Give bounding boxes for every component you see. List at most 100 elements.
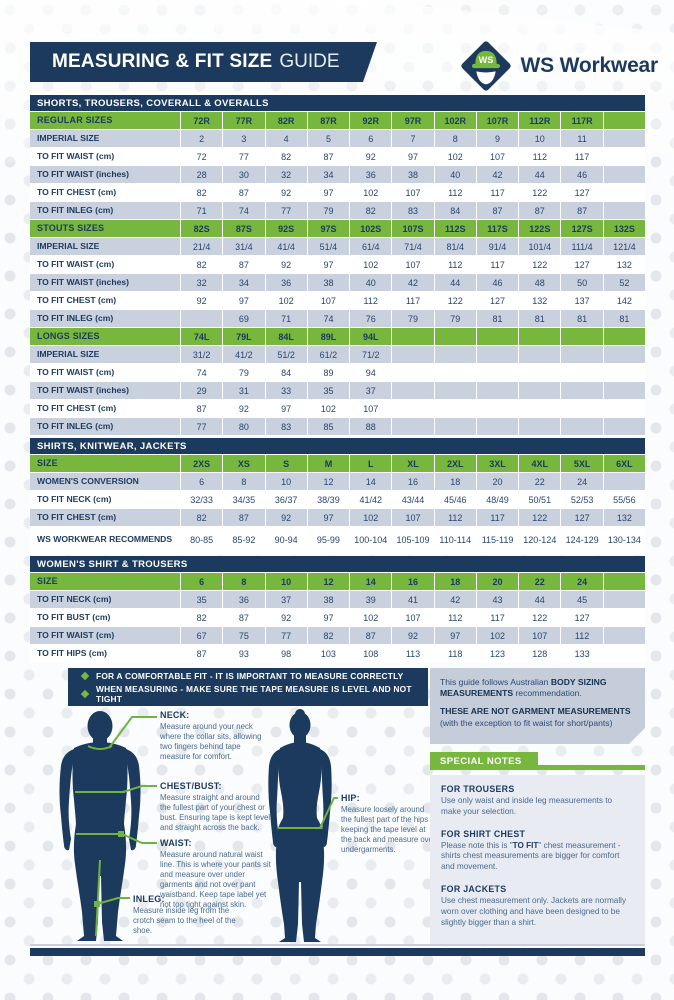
value-cell: 36: [223, 591, 265, 608]
neck-callout: NECK: Measure around your neck where the…: [160, 710, 272, 762]
value-cell: 72: [181, 148, 223, 165]
row-label: TO FIT WAIST (cm): [30, 364, 180, 381]
table-row: IMPERIAL SIZE 21/4 31/4 41/4 51/4 61/4 71/4 81/…: [30, 238, 645, 255]
value-cell: 95-99: [307, 527, 350, 553]
size-header-cell: 87S: [223, 220, 265, 237]
value-cell: 107: [392, 509, 434, 526]
size-header-cell: XS: [223, 455, 265, 472]
value-cell: 91/4: [476, 238, 519, 255]
value-cell: 117: [476, 256, 519, 273]
table-row: TO FIT CHEST (cm) 82 87 92 97 102 107 112 117 122…: [30, 509, 645, 526]
size-header-label: REGULAR SIZES: [30, 112, 180, 129]
value-cell: [603, 591, 645, 608]
value-cell: 34: [223, 274, 265, 291]
value-cell: [561, 400, 603, 417]
row-label: WS WORKWEAR RECOMMENDS: [30, 527, 180, 553]
row-label: WOMEN'S CONVERSION: [30, 473, 180, 490]
value-cell: 92: [265, 256, 307, 273]
value-cell: 93: [223, 645, 265, 662]
inleg-callout: INLEG: Measure inside leg from the crotc…: [133, 894, 245, 936]
value-cell: 40: [350, 274, 392, 291]
value-cell: 52: [603, 274, 645, 291]
value-cell: 113: [392, 645, 434, 662]
value-cell: 97: [265, 400, 307, 417]
value-cell: 102: [350, 509, 392, 526]
value-cell: 50/51: [519, 491, 561, 508]
value-cell: 123: [476, 645, 519, 662]
value-cell: 6: [350, 130, 392, 147]
hip-callout: HIP: Measure loosely around the fullest …: [341, 793, 437, 855]
body-sizing-note-line1: This guide follows Australian BODY SIZIN…: [440, 677, 607, 699]
value-cell: 92: [265, 184, 307, 201]
value-cell: 101/4: [519, 238, 561, 255]
value-cell: 10: [519, 130, 561, 147]
value-cell: 34/35: [223, 491, 265, 508]
value-cell: 112: [561, 627, 603, 644]
value-cell: 92: [223, 400, 265, 417]
value-cell: 52/53: [561, 491, 603, 508]
table-row: TO FIT WAIST (inches) 32 34 36 38 40 42 44 46 48 5…: [30, 274, 645, 291]
size-header-cell: 6XL: [603, 455, 645, 472]
hip-callout-text: Measure loosely around the fullest part …: [341, 805, 436, 854]
size-header-cell: 102R: [434, 112, 476, 129]
row-label: IMPERIAL SIZE: [30, 238, 180, 255]
value-cell: 44: [434, 274, 476, 291]
value-cell: [434, 382, 476, 399]
value-cell: 117: [476, 609, 519, 626]
value-cell: 102: [265, 292, 307, 309]
value-cell: 112: [519, 148, 561, 165]
value-cell: 35: [307, 382, 350, 399]
value-cell: 81: [561, 310, 603, 327]
row-label: IMPERIAL SIZE: [30, 346, 180, 363]
value-cell: 92: [350, 148, 392, 165]
value-cell: [603, 609, 645, 626]
value-cell: 82: [181, 609, 223, 626]
value-cell: 122: [519, 509, 561, 526]
value-cell: 74: [223, 202, 265, 219]
value-cell: 31/4: [223, 238, 265, 255]
value-cell: 98: [265, 645, 307, 662]
value-cell: 112: [434, 184, 476, 201]
value-cell: [603, 130, 645, 147]
value-cell: 102: [350, 184, 392, 201]
brand-area: WS WS Workwear: [459, 40, 658, 92]
value-cell: [603, 202, 645, 219]
size-header-cell: 107R: [476, 112, 519, 129]
note-shirt-chest-text: Please note this is "TO FIT" chest measu…: [441, 840, 621, 872]
value-cell: 82: [181, 184, 223, 201]
value-cell: 107: [519, 627, 561, 644]
value-cell: 42: [392, 274, 434, 291]
row-label: TO FIT NECK (cm): [30, 591, 180, 608]
value-cell: 137: [561, 292, 603, 309]
size-header-cell: [603, 328, 645, 345]
note-shirt-chest-heading: FOR SHIRT CHEST: [441, 828, 526, 839]
value-cell: 97: [223, 292, 265, 309]
value-cell: 79: [307, 202, 350, 219]
table-section-header: SHIRTS, KNITWEAR, JACKETS: [30, 438, 645, 454]
value-cell: [392, 418, 434, 435]
value-cell: 87: [223, 184, 265, 201]
value-cell: [476, 382, 519, 399]
value-cell: 71/4: [392, 238, 434, 255]
value-cell: 108: [350, 645, 392, 662]
value-cell: 115-119: [476, 527, 519, 553]
table-row: TO FIT NECK (cm) 35 36 37 38 39 41 42 43 44 45: [30, 591, 645, 608]
value-cell: 89: [307, 364, 350, 381]
value-cell: [603, 346, 645, 363]
table-row: TO FIT NECK (cm) 32/33 34/35 36/37 38/39 41/4…: [30, 491, 645, 508]
size-header-cell: 4XL: [519, 455, 561, 472]
value-cell: 124-129: [561, 527, 603, 553]
table-row: TO FIT INLEG (cm) 69 71 74 76 79 79 81 81 81 81: [30, 310, 645, 327]
value-cell: 34: [307, 166, 350, 183]
figures-illustration: [59, 709, 338, 942]
value-cell: 92: [392, 627, 434, 644]
value-cell: 97: [392, 148, 434, 165]
value-cell: 107: [307, 292, 350, 309]
size-header-cell: 87R: [307, 112, 350, 129]
value-cell: 127: [561, 509, 603, 526]
size-header-cell: S: [265, 455, 307, 472]
note-jackets-heading: FOR JACKETS: [441, 884, 507, 895]
value-cell: 97: [307, 256, 350, 273]
value-cell: 132: [603, 509, 645, 526]
chest-callout-title: CHEST/BUST:: [160, 781, 222, 791]
